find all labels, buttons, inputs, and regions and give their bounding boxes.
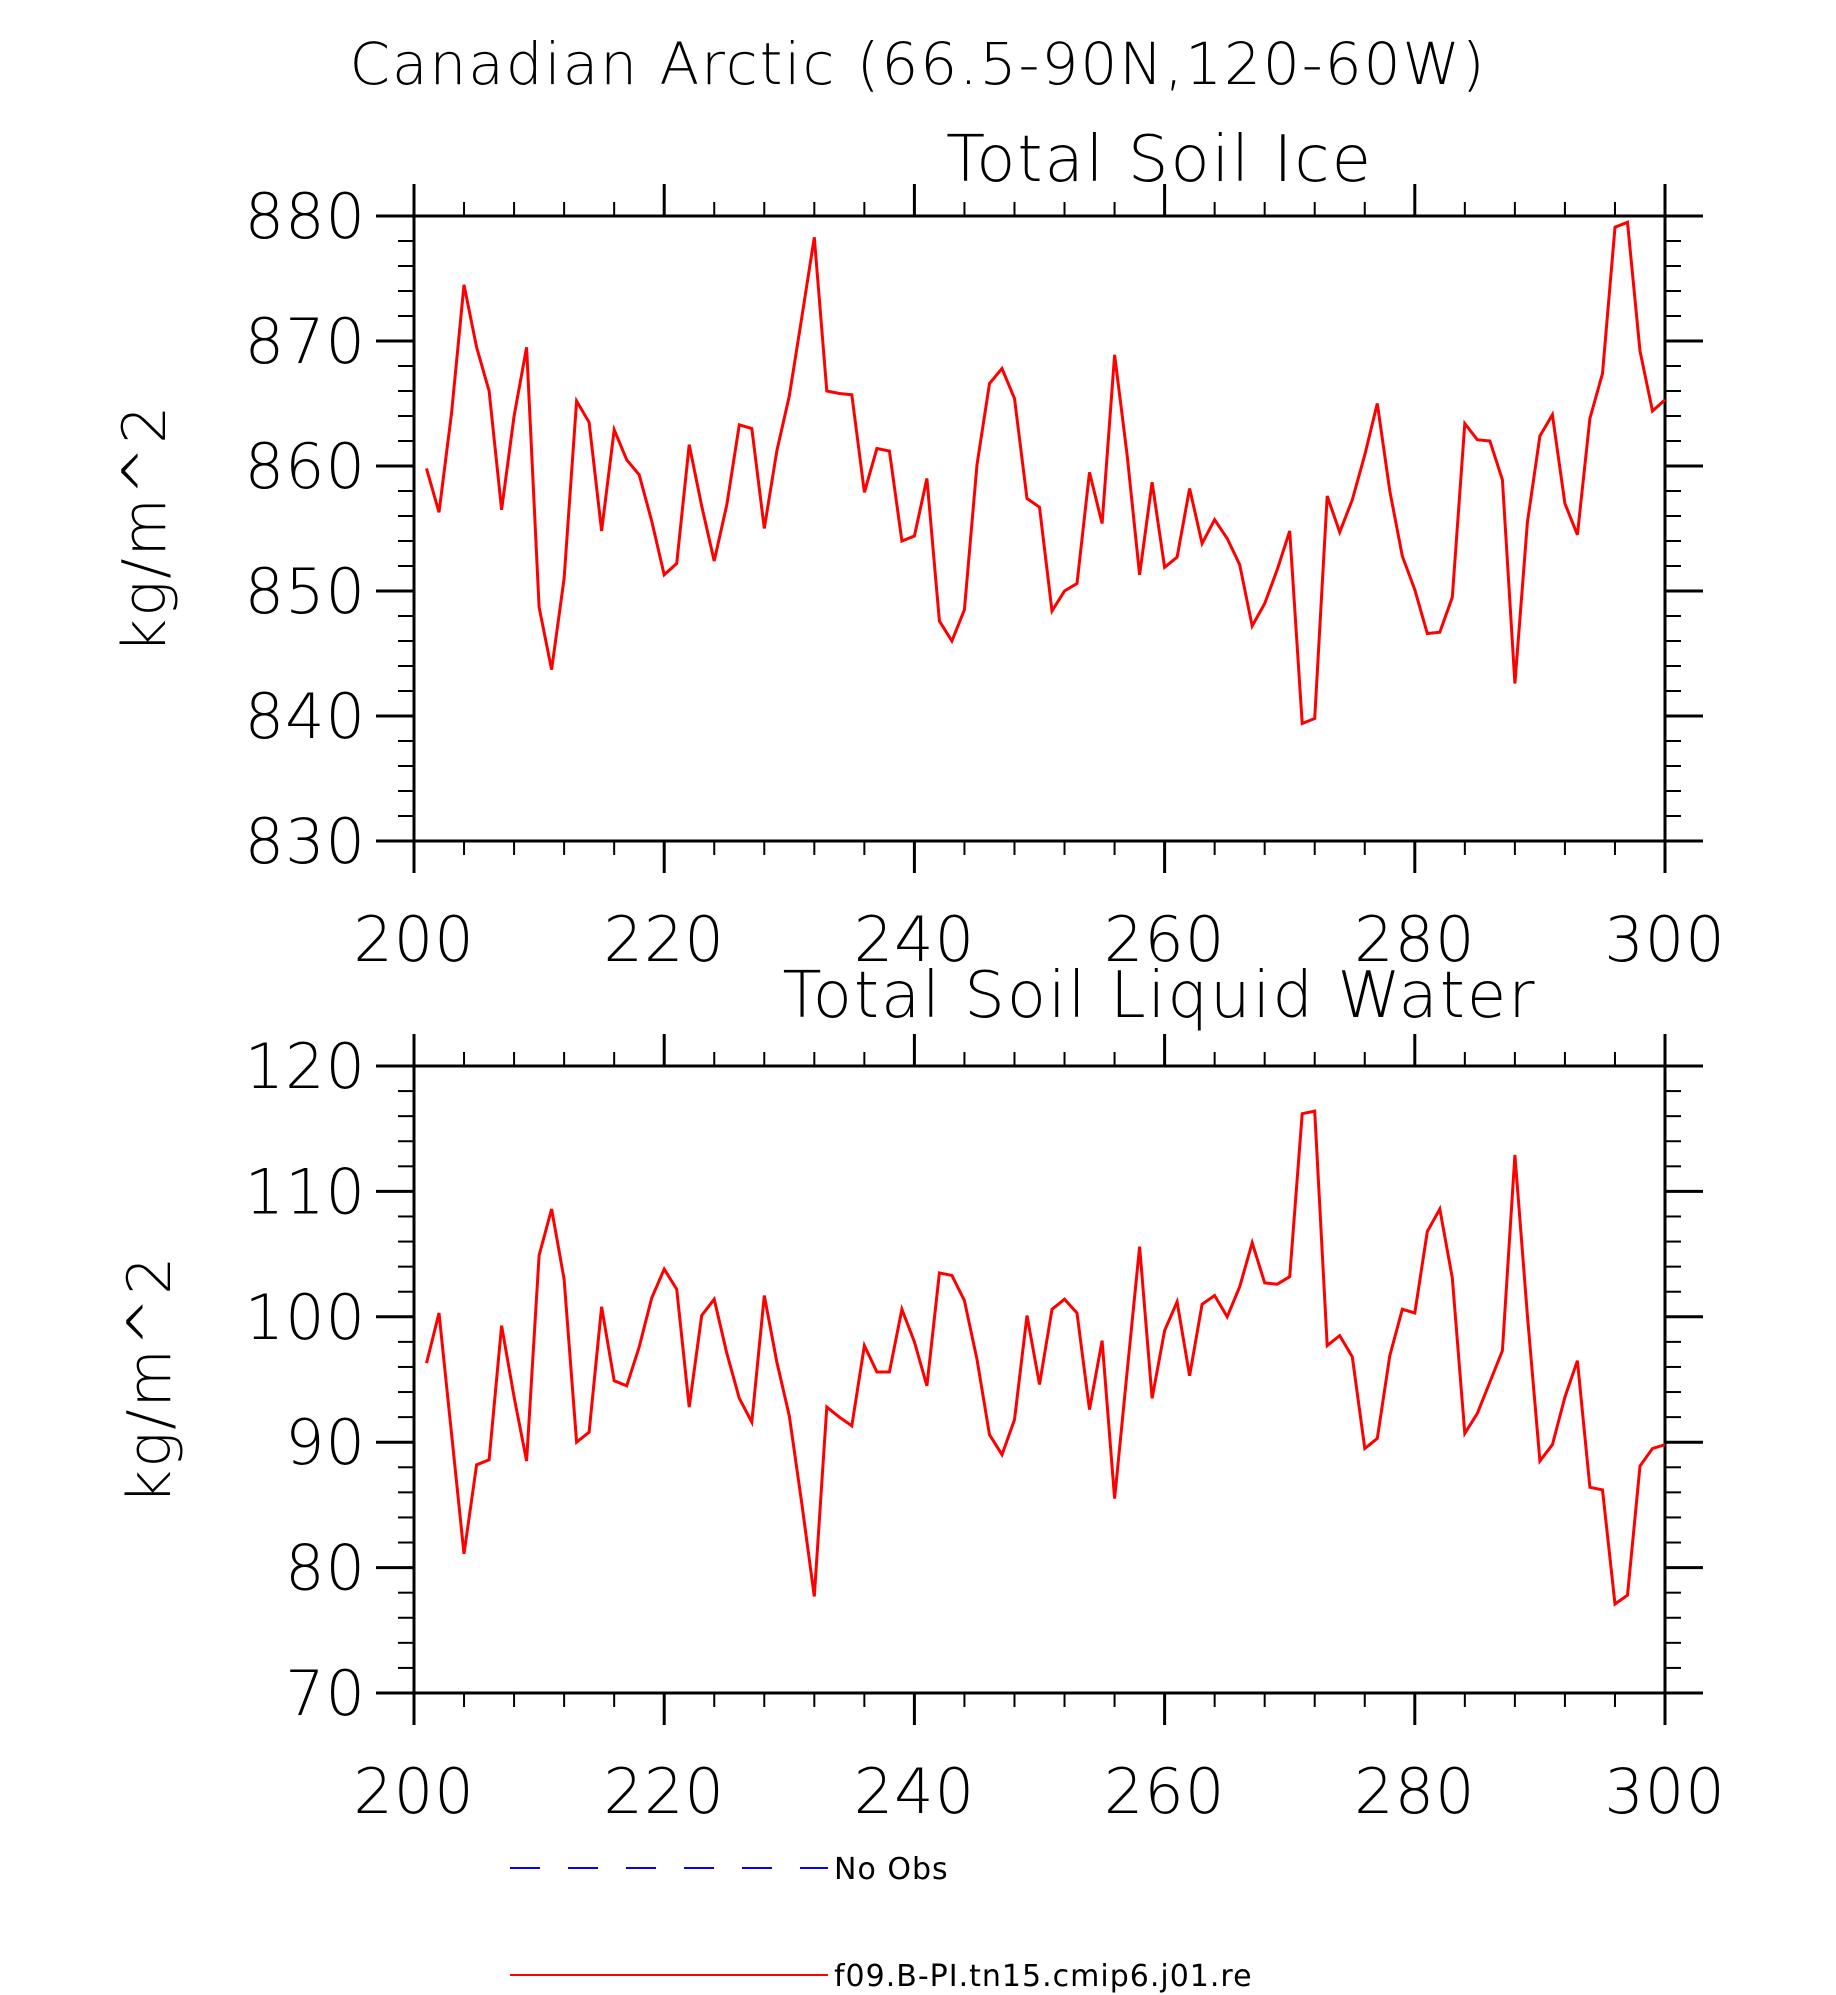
x-tick-label: 220	[604, 903, 725, 976]
x-tick-label: 240	[854, 1755, 975, 1828]
y-tick-label: 80	[285, 1532, 366, 1605]
series-line-1	[425, 1109, 1666, 1607]
y-axis-label: kg/m^2	[115, 1255, 185, 1505]
series-points	[426, 1111, 1666, 1604]
y-tick-label: 120	[245, 1030, 366, 1103]
x-tick-label: 260	[1104, 1755, 1225, 1828]
figure-title: Canadian Arctic (66.5-90N,120-60W)	[349, 30, 1486, 98]
legend: No Obs f09.B-PI.tn15.cmip6.j01.re	[510, 1852, 1253, 1994]
plot-frame	[412, 214, 1667, 843]
x-tick-label: 200	[353, 903, 474, 976]
x-tick-label: 300	[1604, 903, 1725, 976]
y-tick-label: 70	[285, 1657, 366, 1730]
x-tick-label: 260	[1104, 903, 1225, 976]
y-tick-label: 870	[245, 305, 366, 378]
legend-label-1: No Obs	[834, 1852, 949, 1887]
x-tick-label: 280	[1354, 903, 1475, 976]
y-tick-label: 880	[245, 180, 366, 253]
y-tick-label: 90	[285, 1406, 366, 1479]
panels: Total Soil Ice 200 220 240 260 280 300 830 840 85…	[110, 123, 1725, 1828]
y-axis-label: kg/m^2	[110, 404, 180, 654]
y-tick-label: 850	[245, 555, 366, 628]
x-tick-label: 240	[854, 903, 975, 976]
y-tick-label: 830	[245, 805, 366, 878]
y-tick-label: 840	[245, 680, 366, 753]
panel-title: Total Soil Liquid Water	[782, 959, 1536, 1033]
y-tick-label: 110	[245, 1155, 366, 1228]
x-tick-label: 280	[1354, 1755, 1475, 1828]
y-tick-label: 100	[245, 1281, 366, 1354]
chart-panel-2: Total Soil Liquid Water 200 220 240 260 280 30…	[115, 959, 1725, 1828]
panel-title: Total Soil Ice	[946, 123, 1373, 197]
legend-label-2: f09.B-PI.tn15.cmip6.j01.re	[834, 1959, 1253, 1994]
x-tick-label: 300	[1604, 1755, 1725, 1828]
series-line-1	[425, 220, 1667, 726]
x-tick-label: 220	[604, 1755, 725, 1828]
chart-panel-1: Total Soil Ice 200 220 240 260 280 300 830 840 85…	[110, 123, 1725, 976]
series-points	[426, 222, 1666, 724]
x-tick-label: 200	[353, 1755, 474, 1828]
y-tick-label: 860	[245, 430, 366, 503]
plot-frame	[412, 1064, 1667, 1695]
